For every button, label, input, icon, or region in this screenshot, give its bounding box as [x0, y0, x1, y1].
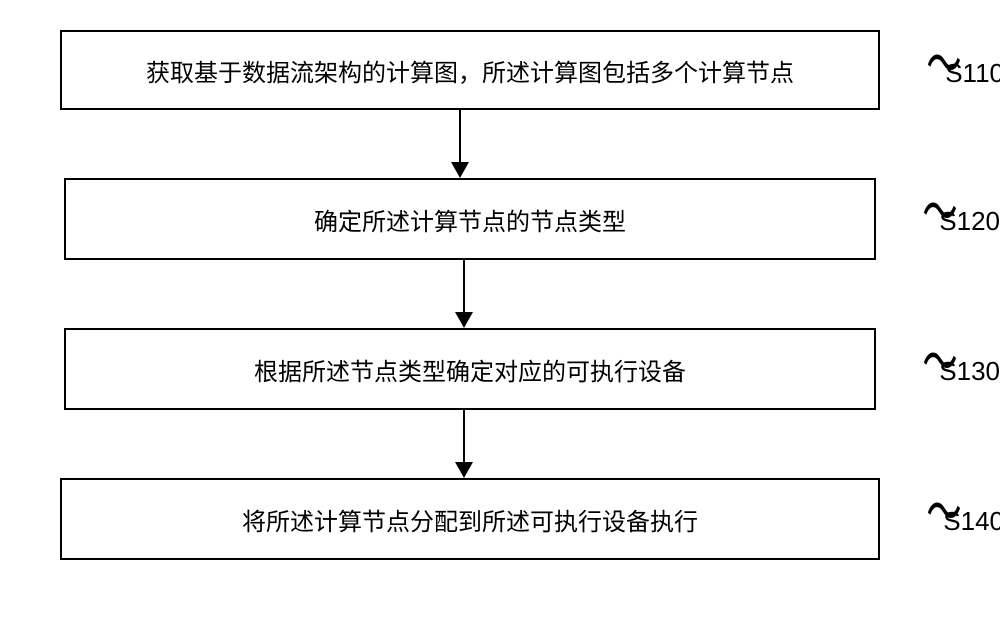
step-row-s120: 确定所述计算节点的节点类型 〜 S120 [60, 178, 940, 260]
step-box-s140: 将所述计算节点分配到所述可执行设备执行 [60, 478, 880, 560]
step-label-s110: S110 [945, 58, 1000, 89]
step-row-s140: 将所述计算节点分配到所述可执行设备执行 〜 S140 [60, 478, 940, 560]
connector-s110-s120 [60, 110, 880, 178]
step-row-s110: 获取基于数据流架构的计算图，所述计算图包括多个计算节点 〜 S110 [60, 30, 940, 110]
step-text-s110: 获取基于数据流架构的计算图，所述计算图包括多个计算节点 [146, 53, 794, 88]
step-label-s130: S130 [939, 356, 1000, 387]
step-label-s140: S140 [943, 506, 1000, 537]
step-row-s130: 根据所述节点类型确定对应的可执行设备 〜 S130 [60, 328, 940, 410]
arrow-head-icon [455, 462, 473, 478]
arrow-line [463, 410, 465, 464]
step-box-s130: 根据所述节点类型确定对应的可执行设备 [64, 328, 876, 410]
flowchart-container: 获取基于数据流架构的计算图，所述计算图包括多个计算节点 〜 S110 确定所述计… [60, 30, 940, 560]
step-text-s140: 将所述计算节点分配到所述可执行设备执行 [242, 502, 698, 537]
connector-s120-s130 [64, 260, 876, 328]
arrow-head-icon [455, 312, 473, 328]
step-box-s120: 确定所述计算节点的节点类型 [64, 178, 876, 260]
step-text-s130: 根据所述节点类型确定对应的可执行设备 [254, 352, 686, 387]
step-text-s120: 确定所述计算节点的节点类型 [314, 202, 626, 237]
step-box-s110: 获取基于数据流架构的计算图，所述计算图包括多个计算节点 [60, 30, 880, 110]
arrow-line [459, 110, 461, 164]
step-label-s120: S120 [939, 206, 1000, 237]
arrow-head-icon [451, 162, 469, 178]
arrow-line [463, 260, 465, 314]
connector-s130-s140 [64, 410, 876, 478]
